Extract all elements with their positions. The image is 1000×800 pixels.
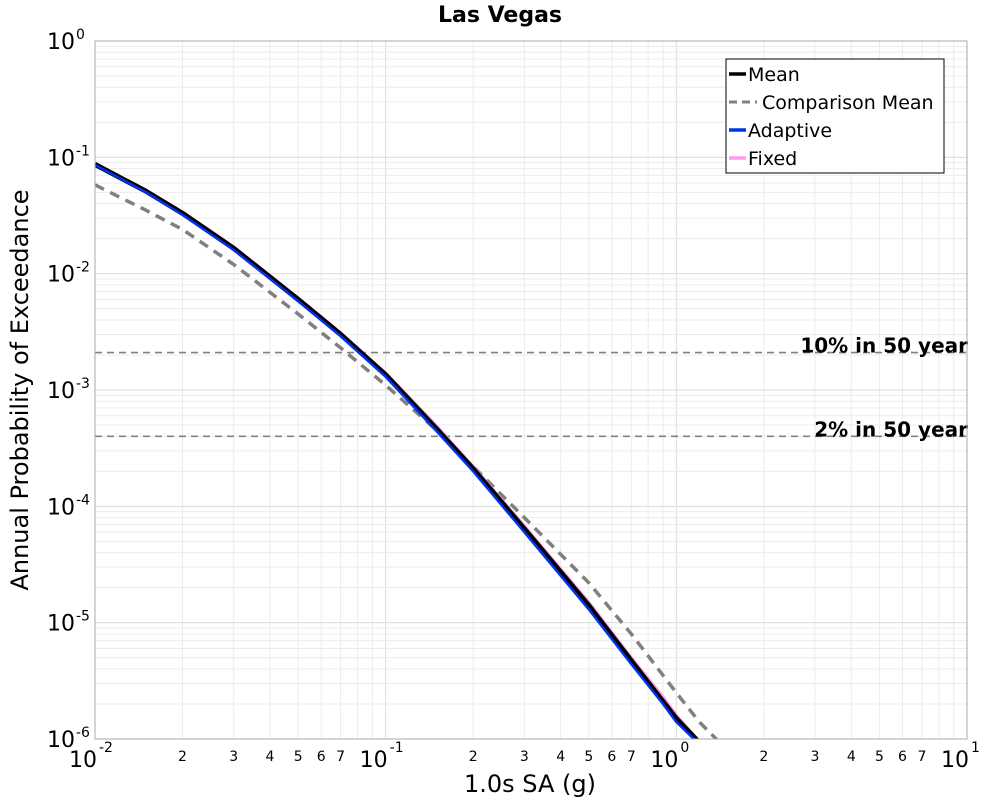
- x-tick-exponent: 1: [971, 740, 980, 756]
- x-minor-tick-label: 6: [898, 749, 907, 765]
- x-tick-exponent: 0: [680, 740, 689, 756]
- y-tick-exponent: -1: [76, 143, 90, 159]
- x-axis-label: 1.0s SA (g): [464, 770, 596, 798]
- legend-label: Mean: [748, 64, 800, 86]
- x-tick-label: 10: [69, 748, 97, 773]
- y-tick-label: 10: [47, 263, 75, 288]
- legend-box: [725, 58, 945, 174]
- y-tick-exponent: -3: [76, 376, 90, 392]
- reference-line-label: 2% in 50 year: [814, 417, 968, 441]
- x-tick-label: 10: [360, 748, 388, 773]
- x-minor-tick-label: 6: [317, 749, 326, 765]
- x-minor-tick-label: 2: [178, 749, 187, 765]
- x-tick-exponent: -2: [99, 740, 113, 756]
- plot-frame: [94, 40, 968, 740]
- x-minor-tick-label: 3: [811, 749, 820, 765]
- y-axis-label: Annual Probability of Exceedance: [6, 189, 34, 590]
- x-minor-tick-label: 7: [627, 749, 636, 765]
- x-minor-tick-label: 5: [875, 749, 884, 765]
- y-tick-exponent: -2: [76, 260, 90, 276]
- x-tick-label: 10: [650, 748, 678, 773]
- grid: [94, 41, 967, 740]
- x-minor-tick-label: 7: [918, 749, 927, 765]
- x-minor-tick-label: 5: [294, 749, 303, 765]
- x-tick-exponent: -1: [390, 740, 404, 756]
- x-minor-tick-label: 2: [469, 749, 478, 765]
- x-minor-tick-label: 6: [607, 749, 616, 765]
- x-minor-tick-label: 5: [584, 749, 593, 765]
- series-line-comparison-mean: [95, 183, 719, 739]
- y-tick-exponent: -6: [76, 725, 90, 741]
- x-minor-tick-label: 7: [336, 749, 345, 765]
- series-layer: [95, 162, 719, 739]
- legend: Mean Comparison Mean Adaptive Fixed: [725, 58, 945, 174]
- y-tick-label: 10: [47, 146, 75, 171]
- y-tick-label: 10: [47, 495, 75, 520]
- x-minor-tick-label: 2: [759, 749, 768, 765]
- y-tick-label: 10: [47, 30, 75, 55]
- chart-title: Las Vegas: [438, 3, 562, 28]
- reference-line-label: 10% in 50 year: [800, 334, 968, 358]
- x-minor-tick-label: 3: [520, 749, 529, 765]
- x-minor-tick-label: 4: [847, 749, 856, 765]
- x-minor-tick-label: 4: [556, 749, 565, 765]
- reference-lines: 10% in 50 year 2% in 50 year: [95, 334, 968, 441]
- x-minor-tick-label: 3: [229, 749, 238, 765]
- y-tick-label: 10: [47, 612, 75, 637]
- x-minor-tick-label: 4: [266, 749, 275, 765]
- legend-label: Fixed: [748, 148, 797, 170]
- x-tick-labels: 10 -2 10 -1 10 0 10 12 3 4 5 6 7 2 3 4 5 6 7 2 3 4 5 6 7: [69, 740, 980, 773]
- series-line-mean: [95, 162, 700, 739]
- y-tick-exponent: -4: [76, 492, 90, 508]
- y-tick-label: 10: [47, 379, 75, 404]
- y-tick-exponent: -5: [76, 609, 90, 625]
- y-tick-exponent: 0: [76, 27, 85, 43]
- y-tick-label: 10: [47, 728, 75, 753]
- series-line-adaptive: [95, 163, 696, 739]
- x-tick-label: 10: [941, 748, 969, 773]
- legend-label: Comparison Mean: [762, 92, 934, 114]
- legend-label: Adaptive: [748, 120, 832, 142]
